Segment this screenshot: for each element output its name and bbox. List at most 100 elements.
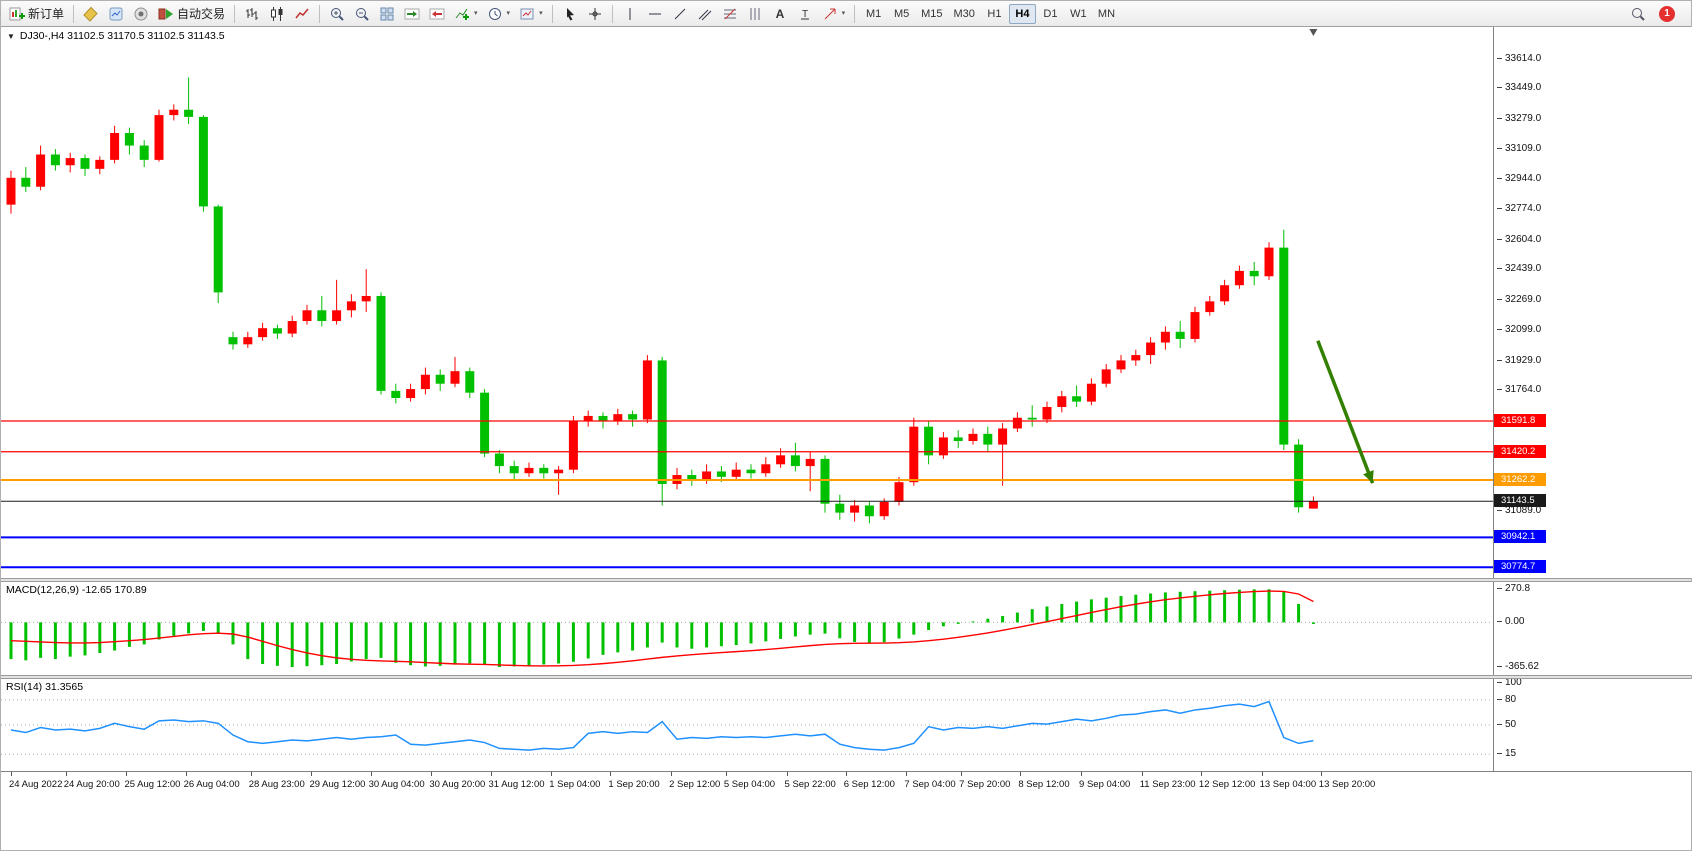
zoom-out-button[interactable] (350, 3, 374, 25)
candle-body (494, 453, 504, 467)
vertical-line-icon (629, 7, 631, 20)
notification-badge[interactable]: 1 (1659, 5, 1675, 22)
time-axis-label: 31 Aug 12:00 (488, 779, 545, 790)
news-button[interactable] (129, 3, 153, 25)
search-button[interactable] (1626, 3, 1650, 25)
text-tool-icon: A (775, 7, 784, 21)
horizontal-line-icon (648, 13, 661, 14)
price-axis-tick: 33614.0 (1497, 53, 1541, 65)
periods-button[interactable]: ▾ (483, 3, 515, 25)
time-axis-tick (961, 772, 963, 776)
candle-body (50, 154, 60, 166)
macd-panel[interactable]: MACD(12,26,9) -12.65 170.89 (1, 582, 1493, 675)
horizontal-line-button[interactable] (643, 3, 667, 25)
trendline-button[interactable] (668, 3, 692, 25)
vertical-line-button[interactable] (618, 3, 642, 25)
text-tool-button[interactable]: A (768, 3, 792, 25)
candle-body (346, 301, 356, 311)
candlestick-chart-icon (271, 6, 283, 21)
metaeditor-icon (83, 6, 98, 22)
candle-body (1160, 331, 1170, 343)
time-axis-tick (370, 772, 372, 776)
price-tag: 31262.2 (1494, 473, 1546, 486)
candle-body (746, 469, 756, 474)
rsi-panel[interactable]: RSI(14) 31.3565 (1, 679, 1493, 771)
candle-body (36, 154, 46, 187)
tester-button[interactable] (104, 3, 128, 25)
time-axis-tick (65, 772, 67, 776)
time-axis-label: 24 Aug 20:00 (63, 779, 120, 790)
timeframe-mn[interactable]: MN (1093, 4, 1120, 24)
down-arrow-annotation[interactable] (1316, 340, 1375, 484)
candle-body (1264, 247, 1274, 277)
candle-body (568, 421, 578, 470)
price-axis-tick: 33109.0 (1497, 143, 1541, 155)
time-axis-label: 7 Sep 04:00 (904, 779, 956, 790)
candlestick-chart-button[interactable] (265, 3, 289, 25)
price-axis[interactable]: 33614.0 33449.0 33279.0 33109.0 32944.0 32774… (1493, 27, 1692, 578)
candlestick-chart-canvas[interactable] (1, 27, 1493, 578)
time-axis-tick (250, 772, 252, 776)
timeframe-m5[interactable]: M5 (888, 4, 915, 24)
zoom-in-icon (331, 7, 344, 21)
candle-body (435, 374, 445, 384)
timeframe-m15[interactable]: M15 (916, 4, 947, 24)
timeframe-m30[interactable]: M30 (949, 4, 980, 24)
macd-axis-tick: 0.00 (1497, 616, 1524, 628)
rsi-axis[interactable]: 100 80 50 15 (1493, 677, 1692, 771)
chart-shift-icon (429, 8, 445, 19)
equidistant-channel-button[interactable] (693, 3, 717, 25)
candle-body (998, 428, 1008, 445)
time-axis-label: 2 Sep 12:00 (669, 779, 721, 790)
candle-body (642, 360, 652, 420)
candle-body (864, 505, 874, 517)
timeframe-d1[interactable]: D1 (1037, 4, 1064, 24)
new-order-button[interactable]: 新订单 (5, 3, 68, 25)
toolbar-separator (319, 4, 321, 23)
rsi-label: RSI(14) 31.3565 (6, 681, 84, 693)
candle-body (258, 328, 268, 338)
candle-body (1072, 396, 1082, 402)
candle-body (139, 145, 149, 160)
zoom-in-button[interactable] (325, 3, 349, 25)
timeframe-m1[interactable]: M1 (860, 4, 887, 24)
crosshair-button[interactable] (583, 3, 607, 25)
candle-body (332, 310, 342, 322)
metaeditor-button[interactable] (79, 3, 103, 25)
chevron-down-icon: ▾ (841, 10, 846, 17)
auto-scroll-button[interactable] (400, 3, 424, 25)
candle-body (1249, 270, 1259, 277)
timeframe-h4[interactable]: H4 (1008, 3, 1036, 24)
label-tool-button[interactable]: T (793, 3, 817, 25)
candle-body (6, 177, 16, 205)
candle-body (524, 467, 534, 474)
fibonacci-button[interactable] (718, 3, 742, 25)
bar-chart-button[interactable] (240, 3, 264, 25)
candle-body (21, 177, 31, 187)
panel-splitter[interactable] (1, 578, 1691, 582)
timeframe-h1[interactable]: H1 (981, 4, 1008, 24)
panel-splitter[interactable] (1, 675, 1691, 679)
line-chart-button[interactable] (290, 3, 314, 25)
main-chart[interactable]: ▼ DJ30-,H4 31102.5 31170.5 31102.5 31143… (1, 27, 1493, 578)
chart-shift-button[interactable] (425, 3, 449, 25)
price-axis-tick: 32604.0 (1497, 234, 1541, 246)
time-axis-tick (551, 772, 553, 776)
price-axis-tick: 31089.0 (1497, 505, 1541, 517)
tile-windows-button[interactable] (375, 3, 399, 25)
toolbar-separator (854, 4, 856, 23)
cursor-button[interactable] (558, 3, 582, 25)
macd-axis[interactable]: 270.8 0.00 -365.62 (1493, 582, 1692, 675)
arrows-tool-button[interactable]: ▾ (818, 3, 850, 25)
time-axis[interactable]: 24 Aug 2022 24 Aug 20:00 25 Aug 12:00 26 Au… (1, 771, 1691, 797)
one-click-collapse-icon[interactable]: ▼ (7, 31, 15, 41)
timeframe-w1[interactable]: W1 (1065, 4, 1092, 24)
templates-button[interactable]: ▾ (515, 3, 547, 25)
indicators-icon (455, 8, 470, 20)
candle-body (184, 109, 194, 117)
time-axis-tick (1081, 772, 1083, 776)
auto-trading-button[interactable]: 自动交易 (154, 3, 229, 25)
indicators-button[interactable]: ▾ (450, 3, 482, 25)
cycle-lines-button[interactable] (743, 3, 767, 25)
